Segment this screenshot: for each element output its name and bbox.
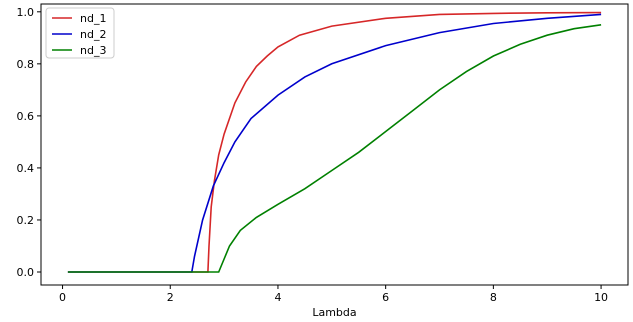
legend-label: nd_1 (80, 12, 106, 25)
y-tick-label: 0.8 (17, 58, 35, 71)
x-tick-label: 8 (490, 291, 497, 304)
y-tick-label: 0.2 (17, 214, 35, 227)
x-tick-label: 6 (382, 291, 389, 304)
x-tick-label: 0 (59, 291, 66, 304)
x-axis: 0 2 4 6 8 10 (59, 285, 608, 304)
y-tick-label: 0.4 (17, 162, 35, 175)
legend-label: nd_2 (80, 28, 106, 41)
legend: nd_1 nd_2 nd_3 (46, 8, 114, 58)
plot-area (41, 4, 628, 285)
x-axis-label: Lambda (312, 306, 356, 319)
x-tick-label: 10 (594, 291, 608, 304)
x-tick-label: 2 (167, 291, 174, 304)
y-tick-label: 0.0 (17, 266, 35, 279)
x-tick-label: 4 (274, 291, 281, 304)
y-tick-label: 0.6 (17, 110, 35, 123)
legend-label: nd_3 (80, 44, 106, 57)
y-tick-label: 1.0 (17, 6, 35, 19)
y-axis: 0.0 0.2 0.4 0.6 0.8 1.0 (17, 6, 42, 279)
